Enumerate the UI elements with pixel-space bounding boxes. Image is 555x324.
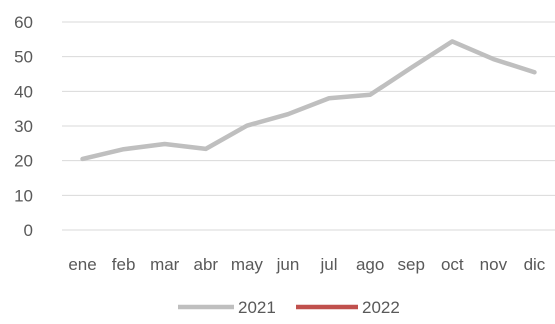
x-tick-label-ago: ago	[356, 255, 384, 274]
x-tick-label-may: may	[231, 255, 264, 274]
y-tick-label: 60	[14, 13, 33, 32]
x-axis-tick-labels: ene feb mar abr may jun jul ago sep oct nov dic	[68, 255, 545, 274]
y-tick-label: 30	[14, 117, 33, 136]
grid-lines	[62, 21, 555, 231]
legend: 2021 2022	[178, 298, 400, 317]
y-tick-label: 40	[14, 82, 33, 101]
legend-label-2022: 2022	[362, 298, 400, 317]
x-tick-label-nov: nov	[480, 255, 508, 274]
y-tick-label: 50	[14, 48, 33, 67]
x-tick-label-jun: jun	[276, 255, 300, 274]
x-tick-label-ene: ene	[68, 255, 96, 274]
x-tick-label-dic: dic	[524, 255, 546, 274]
series-line-2021	[80, 39, 537, 162]
legend-item-2021: 2021	[178, 298, 276, 317]
x-tick-label-sep: sep	[397, 255, 424, 274]
y-tick-label: 10	[14, 186, 33, 205]
x-tick-label-mar: mar	[150, 255, 180, 274]
y-axis-tick-labels: 0 10 20 30 40 50 60	[14, 13, 33, 240]
x-tick-label-abr: abr	[194, 255, 219, 274]
y-tick-label: 0	[24, 221, 33, 240]
x-tick-label-feb: feb	[112, 255, 136, 274]
legend-item-2022: 2022	[296, 298, 400, 317]
x-tick-label-oct: oct	[441, 255, 464, 274]
series-lines	[80, 39, 537, 162]
y-tick-label: 20	[14, 152, 33, 171]
legend-label-2021: 2021	[238, 298, 276, 317]
x-tick-label-jul: jul	[320, 255, 338, 274]
